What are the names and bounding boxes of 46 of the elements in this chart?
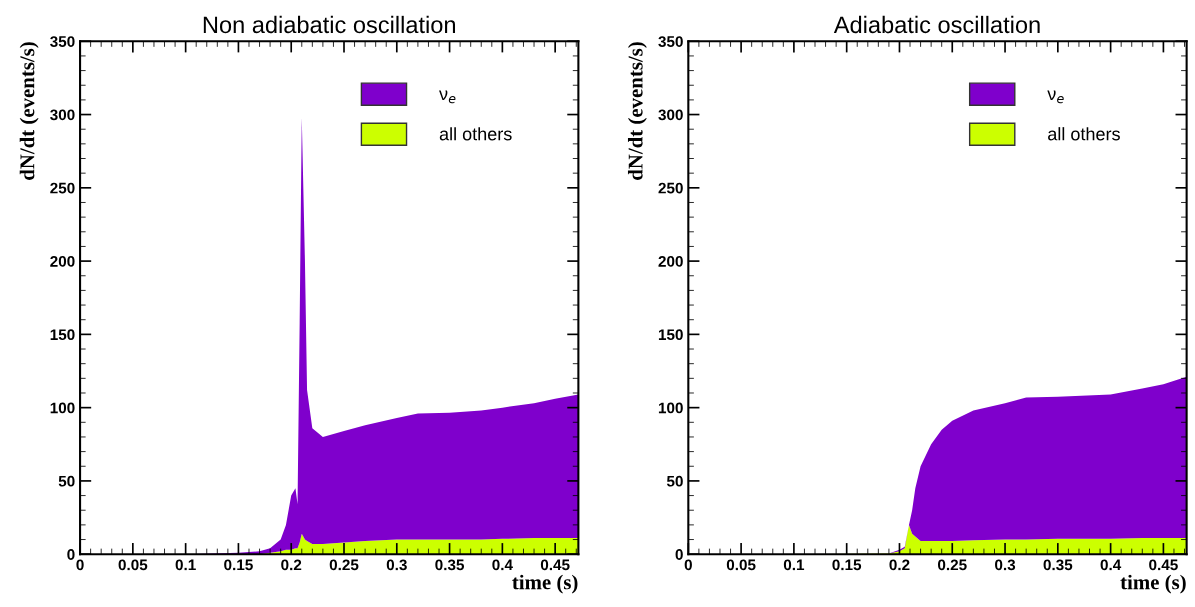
y-tick-label: 250 [50, 182, 75, 194]
y-tick-label: 100 [50, 402, 75, 414]
y-tick-label: 350 [50, 36, 75, 47]
x-tick-label: 0.05 [118, 559, 148, 571]
x-tick-label: 0 [684, 559, 692, 571]
y-axis-title: dN/dt (events/s) [19, 42, 39, 180]
legend-label: all others [439, 127, 512, 141]
x-tick-label: 0.2 [889, 559, 910, 571]
x-tick-label: 0.15 [832, 559, 862, 571]
y-tick-label: 50 [666, 475, 683, 487]
x-tick-label: 0.35 [435, 559, 465, 571]
x-tick-label: 0.25 [329, 559, 359, 571]
x-tick-label: 0.05 [726, 559, 756, 571]
x-tick-label: 0.1 [783, 559, 805, 571]
y-tick-label: 300 [658, 109, 683, 121]
x-tick-label: 0.3 [386, 559, 407, 571]
x-axis-title: time (s) [512, 574, 578, 594]
y-tick-label: 200 [658, 255, 683, 267]
x-tick-label: 0.45 [1149, 559, 1178, 571]
x-tick-label: 0.4 [492, 559, 513, 571]
y-tick-label: 100 [658, 402, 683, 414]
y-tick-label: 250 [658, 182, 683, 194]
y-tick-label: 200 [50, 255, 75, 267]
y-axis-title: dN/dt (events/s) [627, 42, 647, 180]
x-tick-label: 0.35 [1043, 559, 1073, 571]
y-tick-label: 300 [50, 109, 75, 121]
y-tick-label: 0 [67, 549, 75, 560]
legend-label: all others [1048, 127, 1120, 141]
x-tick-label: 0.2 [281, 559, 302, 571]
x-tick-label: 0.3 [995, 559, 1016, 571]
x-tick-label: 0.45 [540, 559, 570, 571]
x-tick-label: 0.4 [1100, 559, 1122, 571]
y-tick-label: 50 [58, 475, 75, 487]
y-tick-label: 150 [658, 329, 683, 341]
chart-title: Adiabatic oscillation [833, 15, 1040, 34]
x-tick-label: 0 [76, 559, 84, 571]
y-tick-label: 0 [675, 549, 683, 560]
chart-title: Non adiabatic oscillation [203, 15, 456, 34]
x-tick-label: 0.25 [938, 559, 967, 571]
x-tick-label: 0.15 [224, 559, 253, 571]
legend-label: ν$_{e}$ [439, 90, 456, 104]
y-tick-label: 350 [658, 36, 683, 47]
x-axis-title: time (s) [1120, 574, 1186, 594]
y-tick-label: 150 [50, 329, 75, 341]
x-tick-label: 0.1 [175, 559, 196, 571]
legend-label: ν$_{e}$ [1047, 90, 1064, 104]
